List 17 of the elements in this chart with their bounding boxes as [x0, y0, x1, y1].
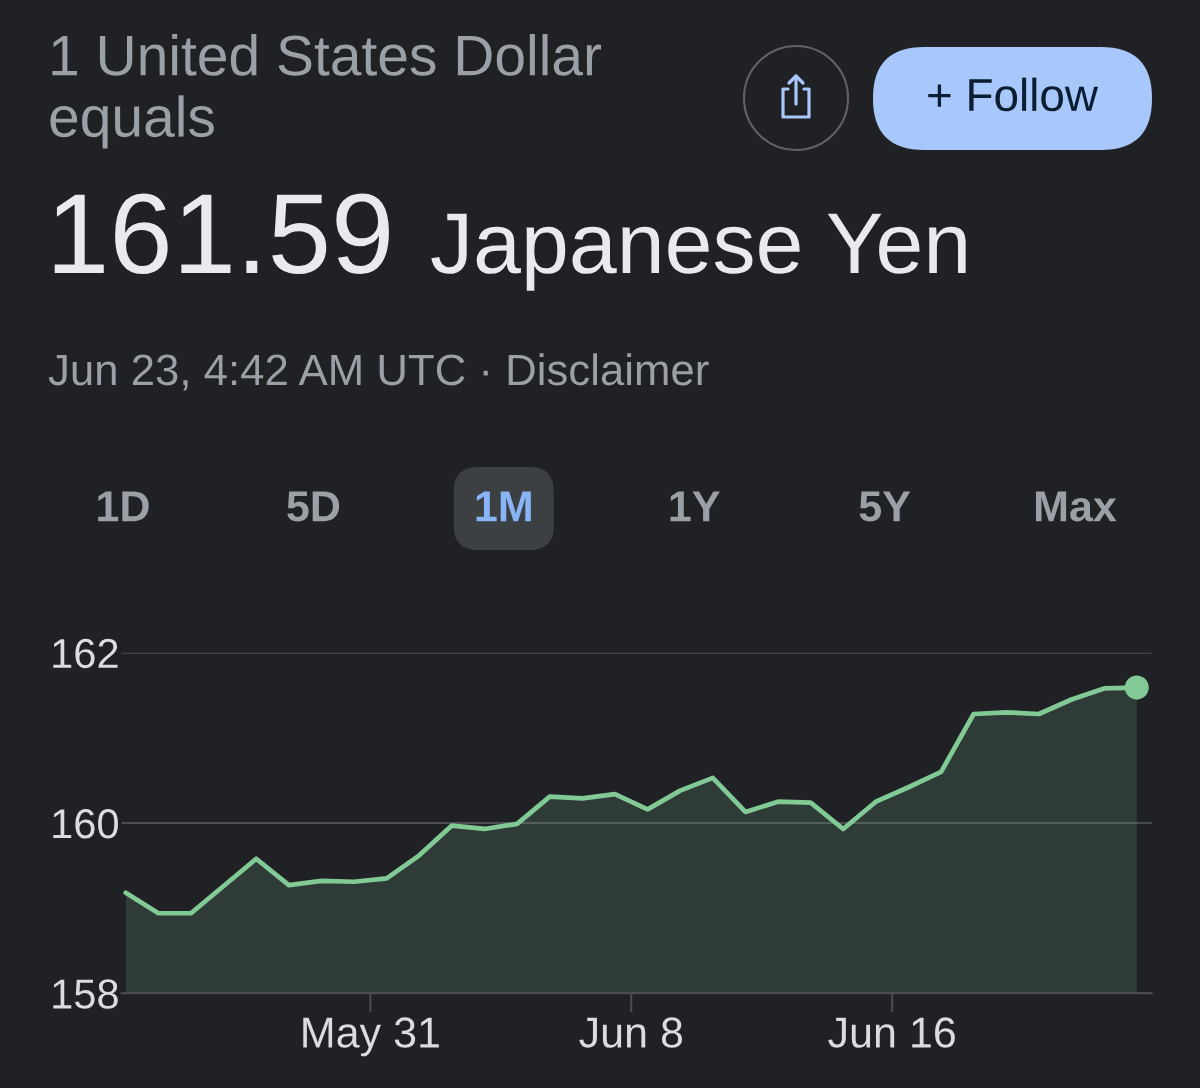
text: Japanese Yen	[431, 213, 966, 291]
y-tick-label: 158	[53, 979, 118, 1009]
text: 1M	[476, 491, 531, 522]
y-tick-label: 162	[53, 638, 118, 669]
text: Max	[1036, 491, 1117, 522]
text: 1Y	[670, 491, 720, 522]
x-tick-label: Jun 16	[828, 1017, 955, 1048]
x-tick-label: May 31	[303, 1017, 439, 1057]
chart-title: 1 United States Dollar equals	[50, 34, 602, 149]
chart-subtitle: Jun 23, 4:42 AM UTC · Disclaimer	[48, 353, 709, 391]
text: 161.59	[54, 193, 389, 275]
text: 5D	[287, 491, 340, 522]
y-tick-label: 160	[53, 809, 118, 839]
x-tick-label: Jun 8	[579, 1017, 683, 1048]
text: + Follow	[928, 77, 1099, 112]
text: 1D	[98, 491, 149, 522]
text: 5Y	[859, 491, 911, 522]
